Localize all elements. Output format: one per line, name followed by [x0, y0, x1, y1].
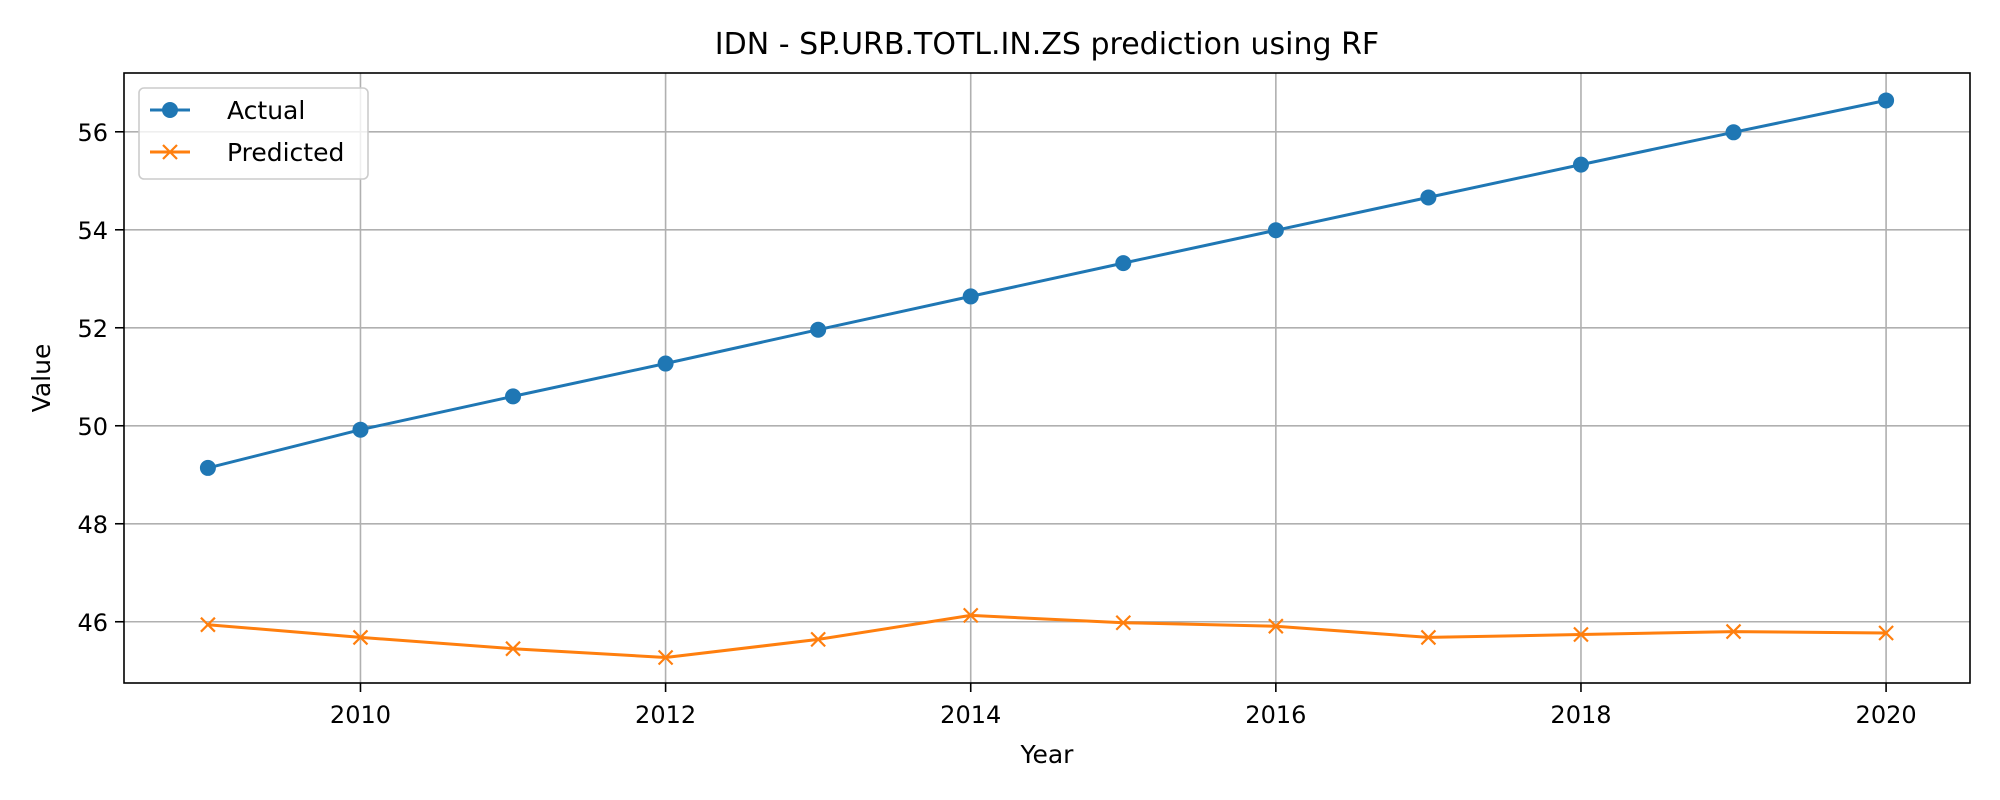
data-point-actual: [1420, 189, 1437, 206]
legend-label-actual: Actual: [227, 96, 305, 125]
data-point-actual: [1878, 92, 1895, 109]
data-point-predicted: [505, 640, 521, 657]
x-tick-label: 2010: [330, 701, 391, 729]
series-line-actual: [206, 98, 1888, 470]
legend-marker-predicted: [162, 144, 178, 160]
data-point-actual: [1267, 222, 1284, 239]
grid: [124, 73, 1970, 683]
data-point-predicted: [962, 607, 979, 624]
data-point-predicted: [1115, 614, 1132, 631]
data-point-predicted: [1268, 618, 1284, 634]
data-point-actual: [1115, 255, 1132, 272]
x-tick-label: 2020: [1856, 701, 1917, 729]
data-point-predicted: [1725, 623, 1742, 640]
data-point-predicted: [352, 629, 369, 646]
series-predicted: [200, 607, 1894, 666]
data-point-actual: [657, 355, 674, 372]
data-point-actual: [810, 321, 827, 338]
data-point-actual: [199, 459, 216, 476]
legend-label-predicted: Predicted: [227, 138, 344, 167]
legend: Actual Predicted: [138, 87, 369, 180]
y-axis-label: Value: [27, 344, 56, 413]
series-line-predicted: [206, 613, 1888, 659]
data-point-predicted: [200, 616, 216, 633]
y-tick-label: 48: [77, 511, 108, 539]
x-axis-label: Year: [1020, 740, 1075, 769]
y-tick-label: 56: [77, 119, 108, 147]
data-point-actual: [1572, 156, 1589, 173]
y-tick-label: 54: [77, 217, 108, 245]
data-point-actual: [1725, 124, 1742, 141]
legend-marker-actual: [162, 102, 178, 118]
y-tick-label: 50: [77, 413, 108, 441]
data-point-predicted: [1420, 629, 1437, 646]
y-tick-label: 46: [77, 609, 108, 637]
legend-item-actual: Actual: [150, 96, 305, 125]
x-tick-label: 2018: [1550, 701, 1611, 729]
series-layer: [199, 92, 1895, 666]
y-tick-label: 52: [77, 315, 108, 343]
data-point-actual: [352, 421, 369, 438]
chart-title: IDN - SP.URB.TOTL.IN.ZS prediction using…: [715, 27, 1379, 62]
data-point-predicted: [657, 649, 674, 666]
x-tick-label: 2012: [635, 701, 696, 729]
x-tick-label: 2016: [1245, 701, 1306, 729]
data-point-actual: [962, 288, 979, 305]
data-point-predicted: [1878, 625, 1894, 641]
data-point-predicted: [1573, 626, 1589, 643]
x-tick-label: 2014: [940, 701, 1001, 729]
x-axis: 2010 2012 2014 2016 2018 2020: [330, 683, 1917, 729]
series-actual: [199, 92, 1895, 476]
data-point-predicted: [810, 631, 826, 648]
y-axis: 46 48 50 52 54 56: [77, 119, 124, 637]
legend-frame: [138, 87, 369, 180]
plot-frame: [123, 72, 1971, 684]
legend-item-predicted: Predicted: [150, 138, 344, 167]
data-point-actual: [505, 388, 522, 405]
